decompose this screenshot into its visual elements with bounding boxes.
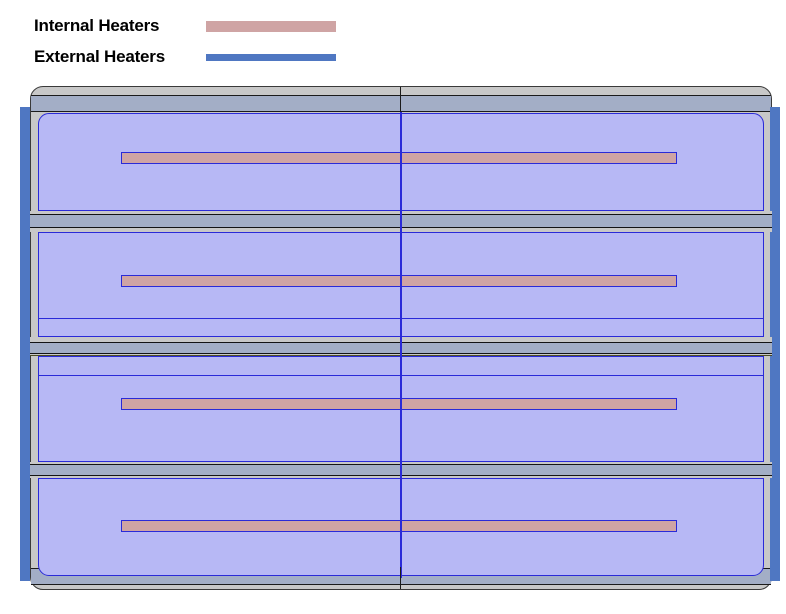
external-heater-left (20, 107, 30, 581)
legend-item-internal-heaters: Internal Heaters (34, 14, 336, 38)
legend-label-internal-heaters: Internal Heaters (34, 16, 160, 35)
legend-item-external-heaters: External Heaters (34, 45, 336, 69)
legend-swatch-external-heaters (206, 53, 336, 61)
external-heater-right (770, 107, 780, 581)
legend: Internal Heaters External Heaters (0, 0, 786, 82)
internal-heater-1 (121, 152, 677, 164)
legend-label-external-heaters: External Heaters (34, 47, 165, 66)
centerline-bottom-segment (400, 567, 402, 589)
legend-swatch-internal-heaters (206, 20, 336, 32)
centerline-top-segment (400, 87, 402, 113)
internal-heater-3 (121, 398, 677, 410)
internal-heater-4 (121, 520, 677, 532)
internal-heater-2 (121, 275, 677, 287)
vertical-centerline (400, 112, 402, 578)
